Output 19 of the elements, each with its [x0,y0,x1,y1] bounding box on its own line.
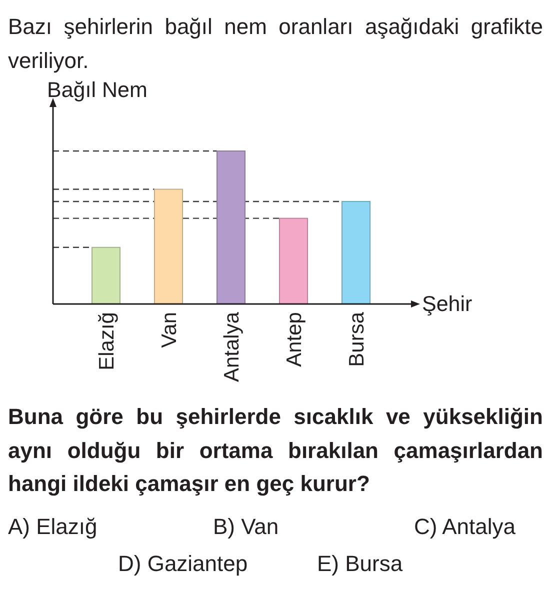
text: C) Antalya [414,513,516,541]
x-tick-label: Antalya [220,312,244,382]
y-axis-title: Bağıl Nem [47,78,148,102]
x-tick-label: Elazığ [96,312,119,370]
bar [279,218,308,304]
bar [216,150,246,304]
chart-title: Bazı şehirlerin bağıl nem oranları aşağıdaki grafikte veriliyor. [8,13,543,75]
bar [154,188,183,304]
x-tick-label: Antep [283,312,306,367]
text: A) Elazığ [8,513,98,541]
x-tick-label: Bursa [346,312,369,367]
x-axis-title: Şehir [422,292,472,316]
text: B) Van [213,513,279,541]
x-tick-label: Van [158,312,182,348]
text: D) Gaziantep [118,550,248,578]
bar [342,200,370,304]
text: Buna göre bu şehirlerde sıcaklık ve yüksekliğin aynı olduğu bir ortama bırakılan çamaşırlardan hangi ildeki çamaşır en geç kurur? [8,403,543,498]
bar [92,246,120,304]
text: E) Bursa [317,550,403,578]
